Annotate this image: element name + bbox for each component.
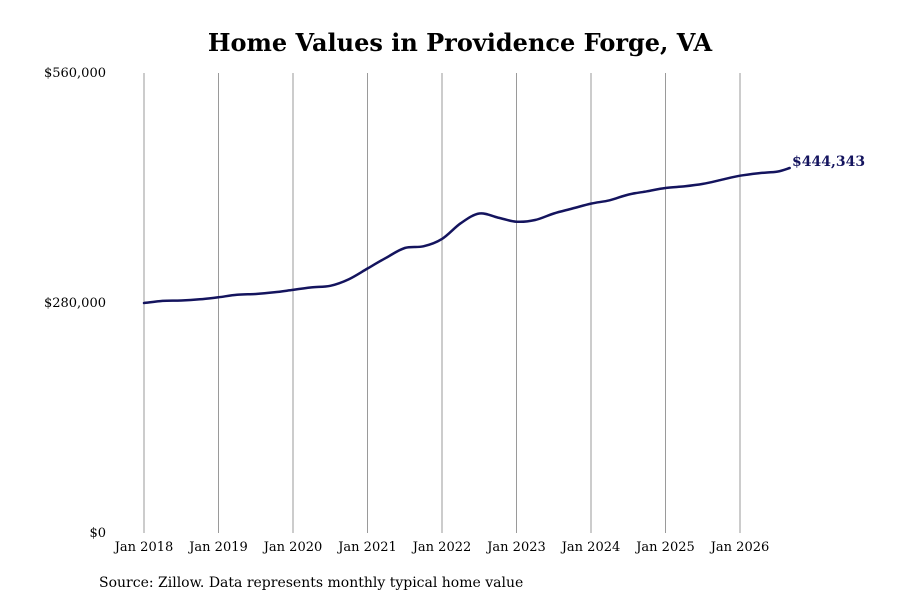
y-tick-label: $280,000 <box>44 296 106 311</box>
last-value-label: $444,343 <box>792 154 865 170</box>
x-tick-label: Jan 2021 <box>336 540 397 555</box>
x-tick-label: Jan 2024 <box>560 540 621 555</box>
series-line-0 <box>142 166 791 305</box>
x-tick-label: Jan 2026 <box>709 540 770 555</box>
x-tick-label: Jan 2022 <box>411 540 472 555</box>
series-layer <box>142 166 791 305</box>
x-tick-label: Jan 2020 <box>262 540 323 555</box>
y-axis: $0 $280,000 $560,000 <box>44 66 106 541</box>
x-tick-label: Jan 2023 <box>485 540 546 555</box>
x-axis: Jan 2018 Jan 2019 Jan 2020 Jan 2021 Jan 2022… <box>113 540 770 555</box>
y-tick-label: $560,000 <box>44 66 106 81</box>
chart-title: Home Values in Providence Forge, VA <box>208 28 713 57</box>
y-tick-label: $0 <box>89 526 106 541</box>
x-tick-label: Jan 2018 <box>113 540 174 555</box>
x-tick-label: Jan 2025 <box>634 540 695 555</box>
source-note: Source: Zillow. Data represents monthly … <box>99 575 523 591</box>
grid-lines <box>143 73 741 533</box>
x-tick-label: Jan 2019 <box>187 540 248 555</box>
